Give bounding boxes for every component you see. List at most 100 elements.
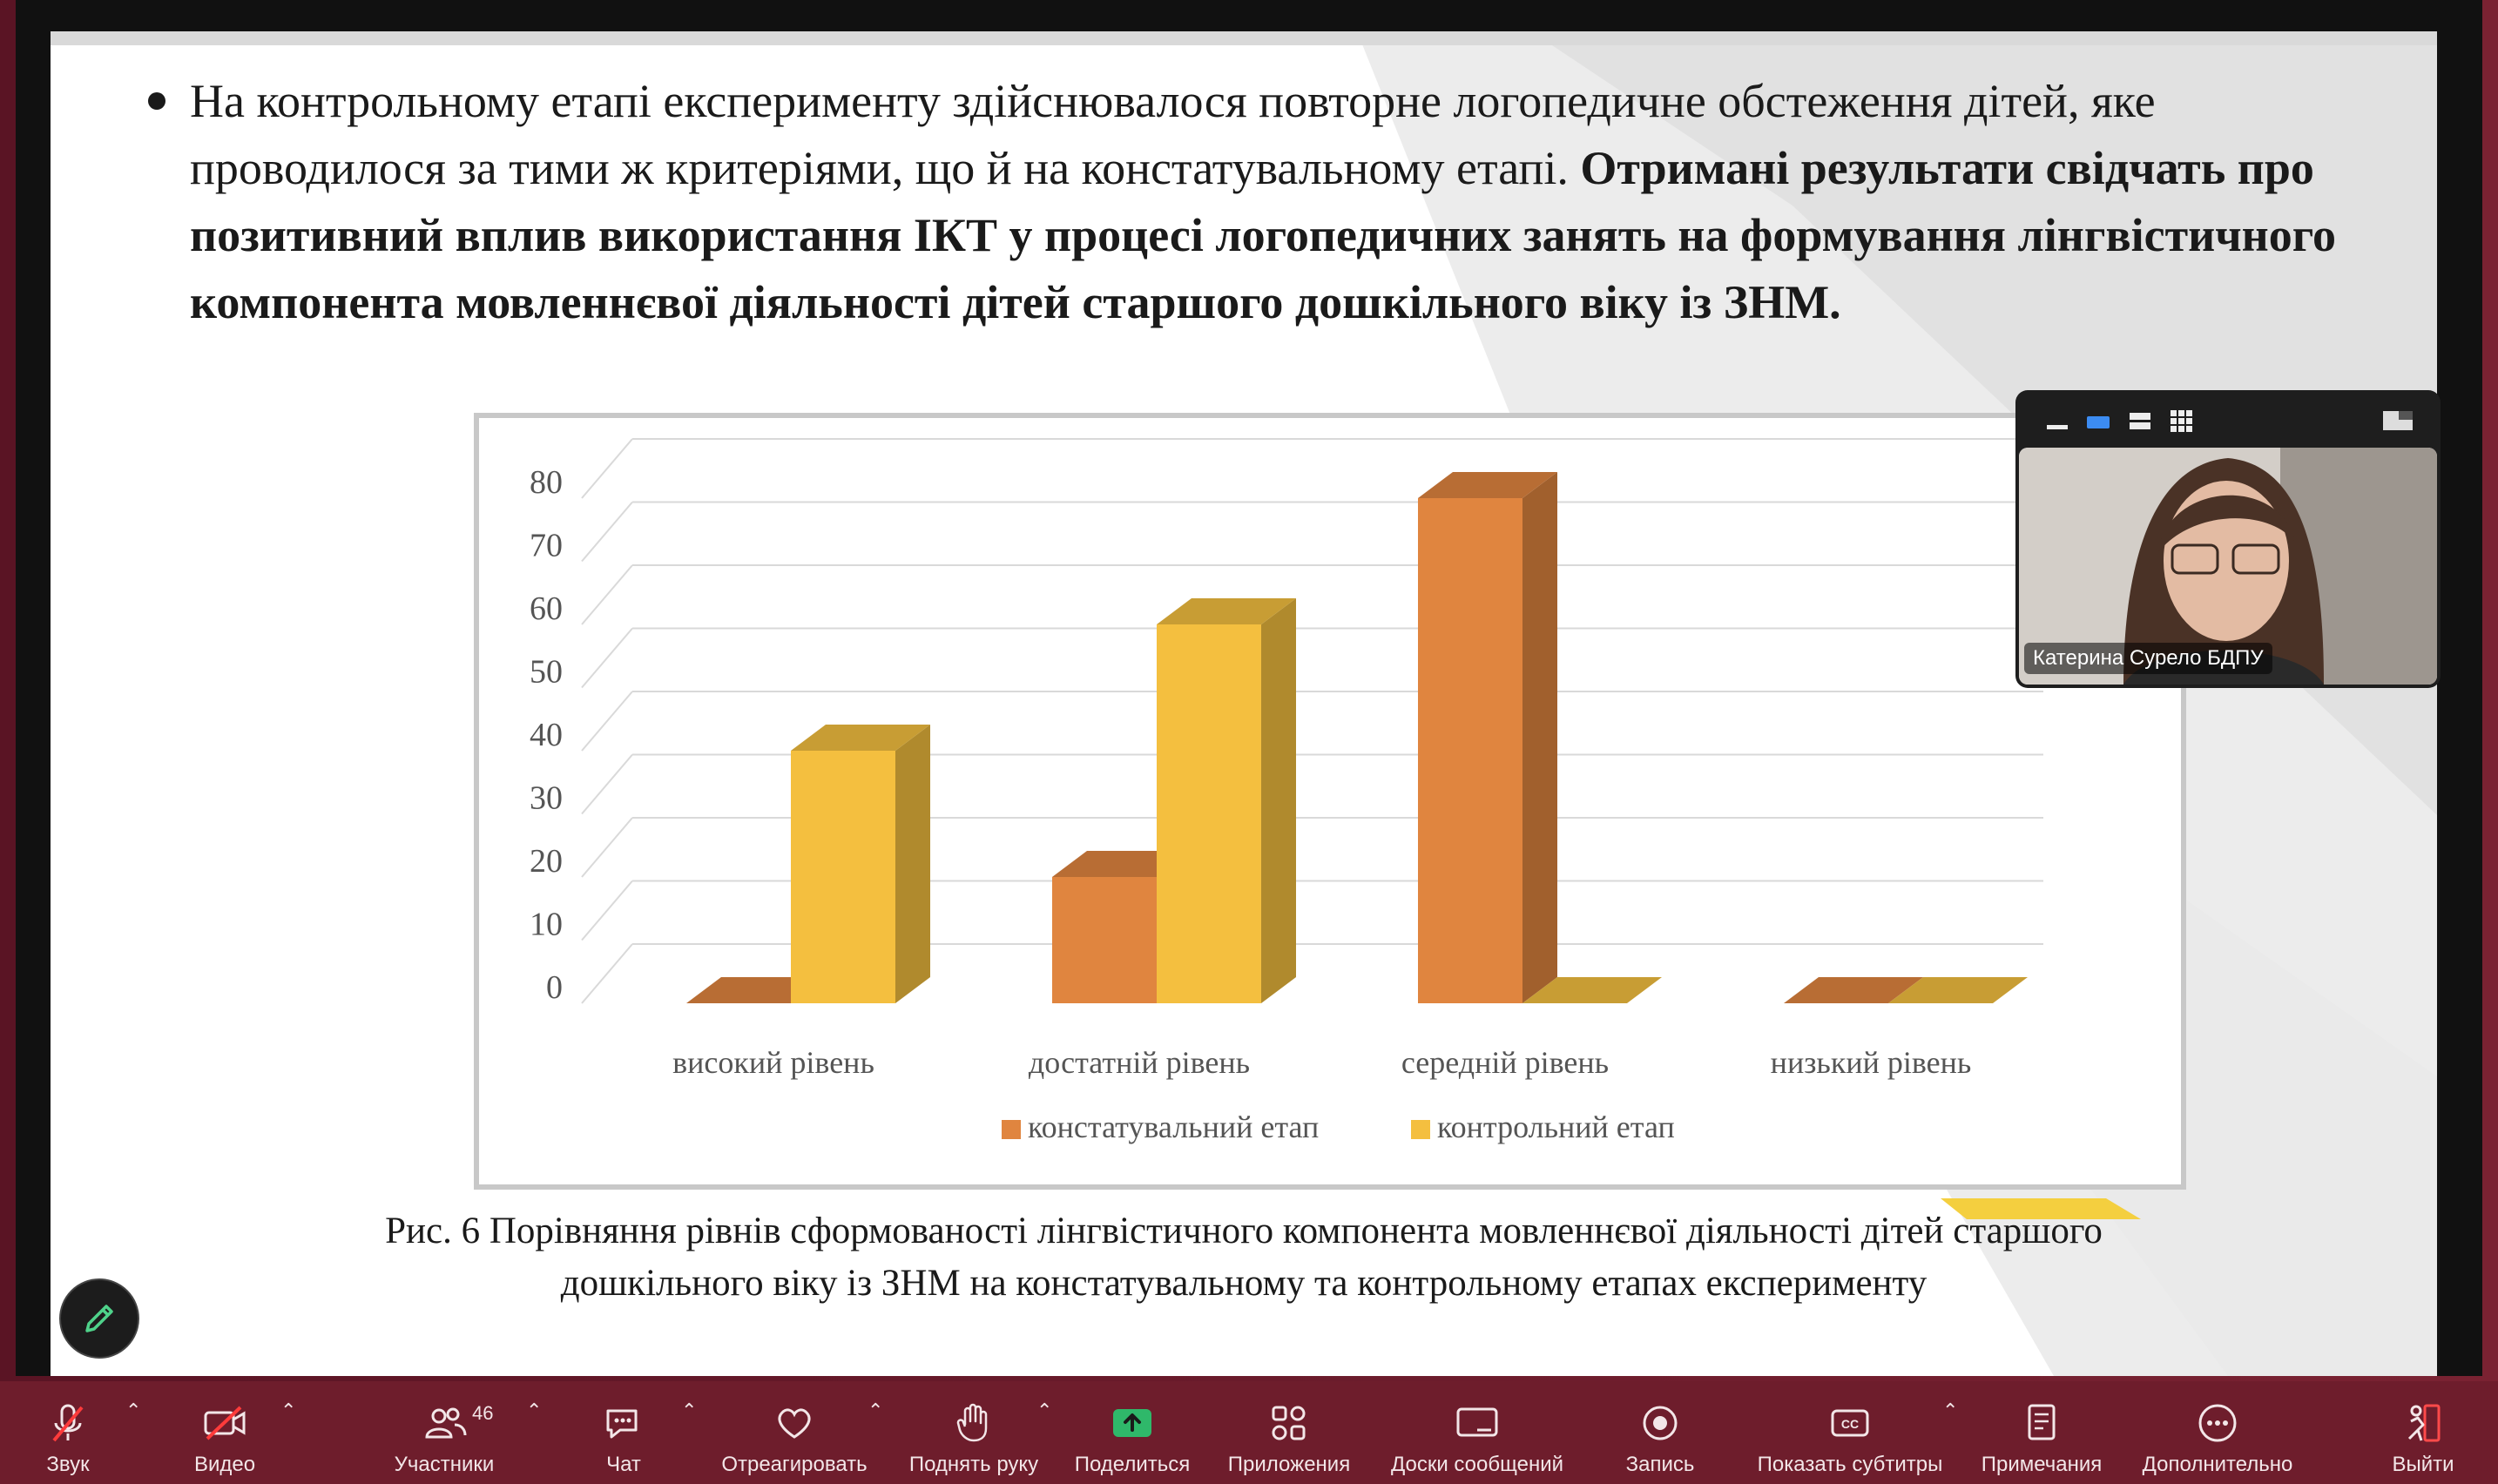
toolbar-notes-button[interactable]: Примечания bbox=[1946, 1381, 2137, 1484]
participant-count: 46 bbox=[472, 1402, 494, 1424]
participants-icon bbox=[420, 1399, 469, 1447]
chat-icon bbox=[599, 1399, 648, 1447]
y-tick-label: 0 bbox=[546, 969, 563, 1006]
chevron-up-icon[interactable]: ⌃ bbox=[125, 1400, 142, 1422]
gridline-side bbox=[581, 438, 633, 499]
gridline-side bbox=[581, 943, 633, 1004]
toolbar-label: Отреагировать bbox=[721, 1453, 868, 1476]
caption-line-2: дошкільного віку із ЗНМ на констатувальн… bbox=[560, 1263, 1928, 1304]
toolbar-label: Запись bbox=[1625, 1453, 1695, 1476]
toolbar-apps-button[interactable]: Приложения bbox=[1193, 1381, 1385, 1484]
annotate-pen-button[interactable] bbox=[59, 1278, 139, 1359]
toolbar-more-button[interactable]: Дополнительно bbox=[2122, 1381, 2313, 1484]
toolbar-heart-button[interactable]: Отреагировать bbox=[699, 1381, 890, 1484]
y-tick-label: 40 bbox=[530, 717, 563, 753]
figure-caption: Рис. 6 Порівняння рівнів сформованості л… bbox=[225, 1205, 2263, 1310]
toolbar-record-button[interactable]: Запись bbox=[1564, 1381, 1756, 1484]
bar-side bbox=[895, 725, 930, 1003]
share-icon bbox=[1108, 1399, 1157, 1447]
toolbar-label: Показать субтитры bbox=[1757, 1453, 1943, 1476]
leave-icon bbox=[2399, 1399, 2447, 1447]
toolbar-label: Доски сообщений bbox=[1390, 1453, 1564, 1476]
toolbar-hand-button[interactable]: Поднять руку bbox=[878, 1381, 1070, 1484]
gridline-side bbox=[581, 817, 633, 878]
bar-side bbox=[1522, 472, 1557, 1003]
bar-top bbox=[1157, 598, 1296, 624]
participant-video: Катерина Сурело БДПУ bbox=[2019, 448, 2437, 685]
stacked-view-icon[interactable] bbox=[2127, 408, 2153, 434]
chevron-up-icon[interactable]: ⌃ bbox=[526, 1400, 543, 1422]
speaker-view-icon[interactable] bbox=[2085, 408, 2111, 434]
toolbar-share-button[interactable]: Поделиться bbox=[1036, 1381, 1228, 1484]
bar bbox=[1418, 498, 1522, 1003]
whiteboard-icon bbox=[1453, 1399, 1502, 1447]
bar bbox=[791, 751, 895, 1003]
chevron-up-icon[interactable]: ⌃ bbox=[1942, 1400, 1959, 1422]
hand-icon bbox=[949, 1399, 998, 1447]
bar bbox=[1157, 624, 1261, 1003]
gridline-side bbox=[581, 691, 633, 752]
y-tick-label: 80 bbox=[530, 464, 563, 501]
toolbar-label: Приложения bbox=[1227, 1453, 1351, 1476]
gridline-side bbox=[581, 564, 633, 625]
video-off-icon bbox=[200, 1399, 249, 1447]
bar-top bbox=[1522, 977, 1662, 1003]
more-icon bbox=[2193, 1399, 2242, 1447]
toolbar-label: Звук bbox=[46, 1453, 90, 1476]
bar-chart: 0 10 20 30 40 50 60 70 80 високий рівень достатній… bbox=[530, 438, 2043, 1144]
legend-label: контрольний етап bbox=[1437, 1110, 1675, 1144]
minimize-icon[interactable] bbox=[2045, 408, 2071, 434]
chevron-up-icon[interactable]: ⌃ bbox=[681, 1400, 698, 1422]
bar bbox=[1052, 877, 1157, 1003]
chevron-up-icon[interactable]: ⌃ bbox=[1036, 1400, 1053, 1422]
toolbar-cc-button[interactable]: CC Показать субтитры bbox=[1754, 1381, 1946, 1484]
toolbar-mic-muted-button[interactable]: Звук bbox=[0, 1381, 164, 1484]
toolbar-chat-button[interactable]: Чат bbox=[528, 1381, 719, 1484]
toolbar-label: Примечания bbox=[1981, 1453, 2103, 1476]
heart-icon bbox=[770, 1399, 819, 1447]
chevron-up-icon[interactable]: ⌃ bbox=[868, 1400, 884, 1422]
grid-view-icon[interactable] bbox=[2169, 408, 2195, 434]
legend-label: констатувальний етап bbox=[1028, 1110, 1319, 1144]
notes-icon bbox=[2017, 1399, 2066, 1447]
toolbar-whiteboard-button[interactable]: Доски сообщений bbox=[1381, 1381, 1573, 1484]
shared-screen: На контрольному етапі експерименту здійс… bbox=[16, 0, 2482, 1376]
video-panel-toolbar bbox=[2015, 390, 2441, 448]
bullet-point bbox=[148, 92, 165, 110]
toolbar-label: Видео bbox=[193, 1453, 256, 1476]
y-tick-label: 30 bbox=[530, 780, 563, 817]
y-tick-label: 70 bbox=[530, 528, 563, 564]
y-tick-label: 60 bbox=[530, 590, 563, 627]
meeting-toolbar: Звук ⌃ Видео ⌃ Участники 46 ⌃ Чат ⌃ Отреагировать… bbox=[0, 1381, 2498, 1484]
record-icon bbox=[1636, 1399, 1684, 1447]
y-tick-label: 50 bbox=[530, 654, 563, 691]
bullet-paragraph: На контрольному етапі експерименту здійс… bbox=[190, 68, 2385, 336]
bar-top bbox=[1784, 977, 1923, 1003]
toolbar-label: Поднять руку bbox=[908, 1453, 1039, 1476]
bullet-bold-text: Отримані результати свідчать про позитив… bbox=[190, 142, 2336, 328]
toolbar-participants-button[interactable]: Участники 46 bbox=[348, 1381, 540, 1484]
toolbar-video-off-button[interactable]: Видео bbox=[129, 1381, 321, 1484]
chevron-up-icon[interactable]: ⌃ bbox=[280, 1400, 297, 1422]
bar-top bbox=[1418, 472, 1557, 498]
gridline-side bbox=[581, 627, 633, 689]
x-tick-label: достатній рівень bbox=[1029, 1045, 1250, 1080]
toolbar-leave-button[interactable]: Выйти bbox=[2327, 1381, 2498, 1484]
chart-frame: 0 10 20 30 40 50 60 70 80 високий рівень достатній… bbox=[474, 413, 2186, 1190]
pop-out-icon[interactable] bbox=[2381, 408, 2414, 434]
gridline-side bbox=[581, 753, 633, 815]
bar-side bbox=[1261, 598, 1296, 1003]
toolbar-label: Участники bbox=[394, 1453, 495, 1476]
gridline-side bbox=[581, 880, 633, 941]
video-panel[interactable]: Катерина Сурело БДПУ bbox=[2015, 390, 2441, 688]
x-tick-label: низький рівень bbox=[1771, 1045, 1972, 1080]
apps-icon bbox=[1265, 1399, 1313, 1447]
toolbar-label: Поделиться bbox=[1074, 1453, 1191, 1476]
gridline-side bbox=[581, 501, 633, 563]
toolbar-label: Чат bbox=[606, 1453, 641, 1476]
bullet-normal-text: На контрольному етапі експерименту здійс… bbox=[190, 75, 2156, 194]
mic-muted-icon bbox=[44, 1399, 92, 1447]
x-tick-label: середній рівень bbox=[1401, 1045, 1609, 1080]
y-tick-label: 10 bbox=[530, 907, 563, 943]
